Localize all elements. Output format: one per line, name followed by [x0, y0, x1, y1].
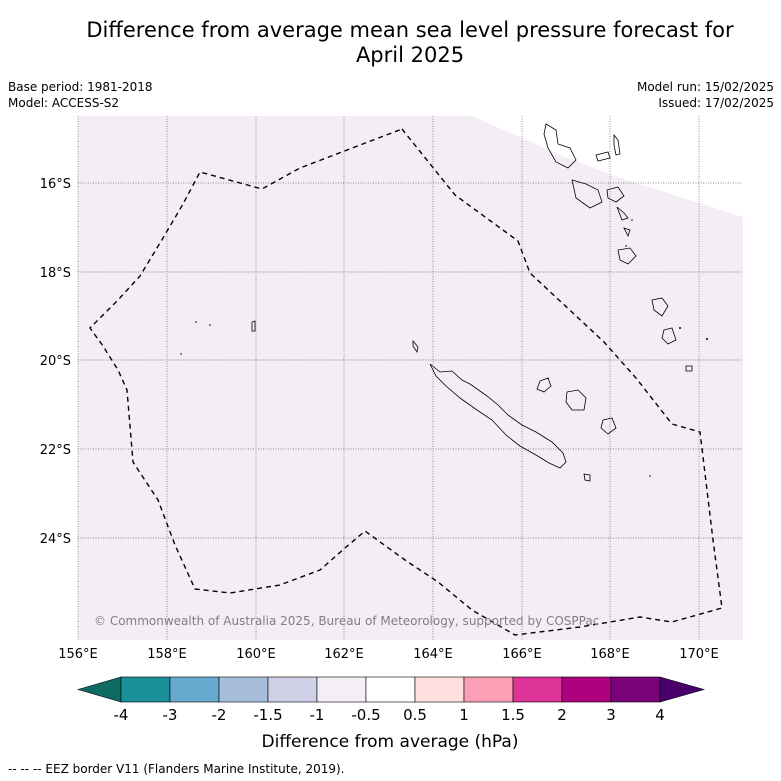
neutral-region — [472, 116, 743, 217]
reef-dot — [679, 327, 681, 329]
meta-right: Model run: 15/02/2025 Issued: 17/02/2025 — [637, 79, 774, 111]
meta-left: Base period: 1981-2018 Model: ACCESS-S2 — [8, 79, 153, 111]
lat-label: 22°S — [40, 443, 71, 458]
gridlines — [77, 116, 743, 640]
title-line-2: April 2025 — [355, 43, 465, 67]
lon-label: 168°E — [590, 647, 630, 662]
reef-dot — [706, 338, 708, 340]
vanuatu-islands — [543, 123, 693, 372]
lat-label: 20°S — [40, 354, 71, 369]
colorbar-tick: 0.5 — [403, 706, 427, 724]
reef-dot — [209, 324, 211, 326]
reef-dot — [195, 321, 197, 323]
lat-label: 18°S — [40, 266, 71, 281]
lon-label: 170°E — [679, 647, 719, 662]
lon-label: 160°E — [236, 647, 276, 662]
colorbar-segment — [414, 676, 465, 703]
colorbar-segment — [267, 676, 318, 703]
reef-dot — [180, 353, 182, 355]
map-panel: © Commonwealth of Australia 2025, Bureau… — [77, 116, 743, 640]
belep-islands — [412, 339, 419, 354]
colorbar-segment — [512, 676, 563, 703]
chart-title: Difference from average mean sea level p… — [40, 18, 780, 68]
colorbar-tick: 4 — [655, 706, 665, 724]
lat-labels: 16°S 18°S 20°S 22°S 24°S — [40, 177, 71, 547]
colorbar-segment — [120, 676, 171, 703]
lon-label: 158°E — [147, 647, 187, 662]
title-line-1: Difference from average mean sea level p… — [86, 18, 734, 42]
reef-dot — [649, 475, 651, 477]
colorbar-tick: -0.5 — [351, 706, 380, 724]
map-background — [78, 116, 743, 640]
colorbar: -4 -3 -2 -1.5 -1 -0.5 0.5 1 1.5 2 3 4 Di… — [76, 676, 706, 752]
eez-footnote: -- -- -- EEZ border V11 (Flanders Marine… — [8, 762, 345, 776]
copyright-text: © Commonwealth of Australia 2025, Bureau… — [94, 614, 599, 628]
colorbar-tick: 1 — [459, 706, 469, 724]
model-name: Model: ACCESS-S2 — [8, 96, 120, 110]
chesterfield-reef — [251, 320, 256, 332]
colorbar-segment — [218, 676, 269, 703]
colorbar-tick: 3 — [606, 706, 616, 724]
issued-date: Issued: 17/02/2025 — [658, 96, 774, 110]
colorbar-extend-low — [76, 676, 122, 703]
lon-labels: 156°E 158°E 160°E 162°E 164°E 166°E 168°… — [58, 647, 719, 662]
colorbar-tick: -1 — [310, 706, 325, 724]
colorbar-ticks: -4 -3 -2 -1.5 -1 -0.5 0.5 1 1.5 2 3 4 — [114, 706, 665, 724]
lon-label: 166°E — [502, 647, 542, 662]
ouvea-island — [536, 377, 552, 393]
reef-dot — [625, 245, 627, 247]
colorbar-tick: 1.5 — [501, 706, 525, 724]
colorbar-segment — [169, 676, 220, 703]
colorbar-segment — [463, 676, 514, 703]
isle-of-pines — [583, 473, 591, 482]
colorbar-segment — [610, 676, 661, 703]
base-period: Base period: 1981-2018 — [8, 80, 153, 94]
colorbar-segment — [316, 676, 367, 703]
lat-label: 24°S — [40, 532, 71, 547]
mare-island — [600, 417, 617, 435]
colorbar-tick: 2 — [557, 706, 567, 724]
new-caledonia-island — [429, 363, 567, 469]
colorbar-extend-high — [659, 676, 706, 703]
colorbar-label: Difference from average (hPa) — [262, 732, 519, 752]
reef-dot — [631, 219, 633, 221]
colorbar-tick: -3 — [163, 706, 178, 724]
colorbar-segment — [365, 676, 416, 703]
colorbar-tick: -1.5 — [253, 706, 282, 724]
lifou-island — [565, 389, 587, 411]
lon-label: 164°E — [413, 647, 453, 662]
model-run: Model run: 15/02/2025 — [636, 80, 774, 94]
colorbar-tick: -4 — [114, 706, 129, 724]
colorbar-segment — [561, 676, 612, 703]
lon-label: 156°E — [58, 647, 98, 662]
colorbar-tick: -2 — [212, 706, 227, 724]
lon-label: 162°E — [324, 647, 364, 662]
lat-label: 16°S — [40, 177, 71, 192]
eez-border — [89, 128, 723, 636]
colorbar-segments — [76, 676, 706, 703]
